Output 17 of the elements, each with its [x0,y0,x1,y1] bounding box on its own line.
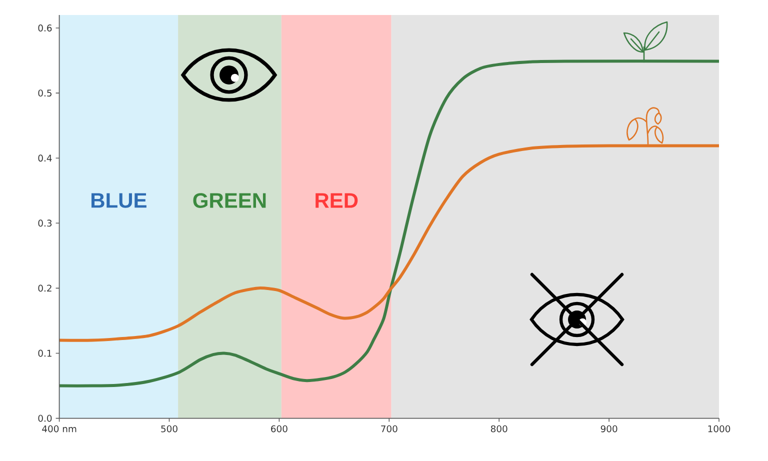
y-tick-label: 0.2 [38,284,52,292]
x-tick-label: 500 [161,425,178,432]
x-tick-label: 700 [381,425,398,432]
x-tick-label: 600 [271,425,288,432]
band-label: RED [316,193,358,208]
band-label: GREEN [193,193,266,208]
y-tick-label: 0.1 [38,350,52,357]
y-tick-label: 0.5 [38,90,52,97]
x-tick-label: 1000 [708,425,730,432]
y-tick-label: 0.4 [38,154,52,162]
band-label: BLUE [91,193,146,208]
x-tick-label: 400 nm [42,425,76,432]
x-tick-label: 900 [600,425,618,432]
y-tick-label: 0.6 [38,24,52,32]
y-tick-label: 0.0 [38,414,52,422]
y-tick-label: 0.3 [38,220,52,227]
x-tick-label: 800 [490,425,508,432]
